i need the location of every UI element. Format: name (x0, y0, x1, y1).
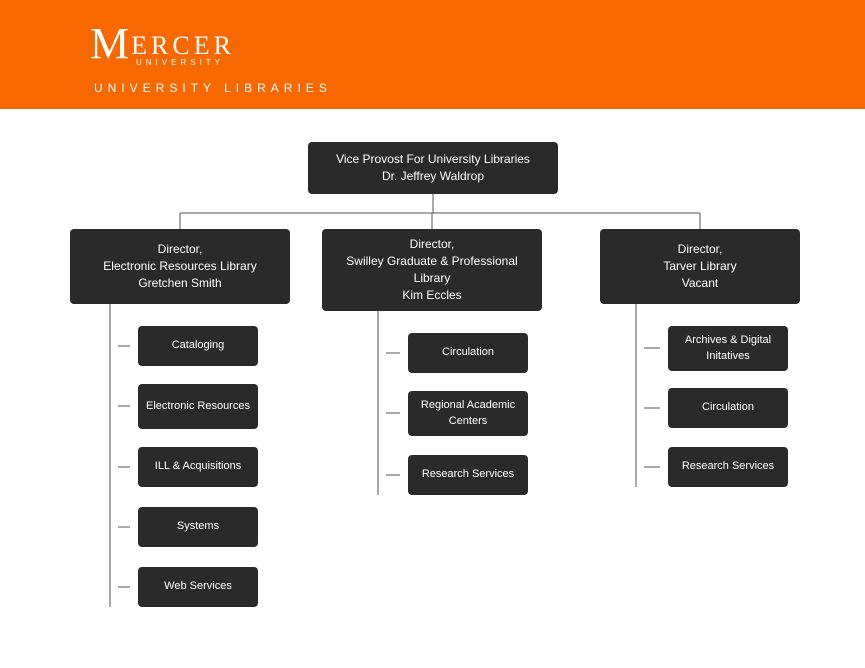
node-d2c3: Research Services (408, 455, 528, 495)
node-d1c4-line: Systems (177, 519, 219, 534)
node-dir1-line: Gretchen Smith (138, 275, 221, 292)
node-dir3-line: Director, (678, 241, 723, 258)
node-dir2-line: Swilley Graduate & Professional Library (328, 253, 536, 287)
node-d2c2: Regional Academic Centers (408, 391, 528, 436)
node-root: Vice Provost For University LibrariesDr.… (308, 142, 558, 194)
node-dir3-line: Vacant (682, 275, 718, 292)
node-d1c5-line: Web Services (164, 579, 232, 594)
node-d3c1-line: Archives & Digital Initatives (674, 333, 782, 364)
node-dir2-line: Kim Eccles (402, 287, 461, 304)
node-d1c5: Web Services (138, 567, 258, 607)
node-d2c1-line: Circulation (442, 345, 494, 360)
node-d1c2-line: Electronic Resources (146, 399, 250, 414)
node-d3c1: Archives & Digital Initatives (668, 326, 788, 371)
node-d1c1-line: Cataloging (172, 338, 225, 353)
node-dir2: Director,Swilley Graduate & Professional… (322, 229, 542, 311)
node-d2c3-line: Research Services (422, 467, 514, 482)
node-d1c1: Cataloging (138, 326, 258, 366)
node-d3c2: Circulation (668, 388, 788, 428)
node-dir1: Director,Electronic Resources LibraryGre… (70, 229, 290, 304)
node-dir1-line: Director, (158, 241, 203, 258)
node-d1c3-line: ILL & Acquisitions (155, 459, 241, 474)
node-d1c2: Electronic Resources (138, 384, 258, 429)
node-root-line: Dr. Jeffrey Waldrop (382, 168, 484, 185)
node-d3c3-line: Research Services (682, 459, 774, 474)
node-dir3: Director,Tarver LibraryVacant (600, 229, 800, 304)
node-d1c3: ILL & Acquisitions (138, 447, 258, 487)
org-chart: Vice Provost For University LibrariesDr.… (0, 0, 865, 668)
node-d3c2-line: Circulation (702, 400, 754, 415)
node-d2c2-line: Regional Academic Centers (414, 398, 522, 429)
node-dir1-line: Electronic Resources Library (103, 258, 256, 275)
node-dir3-line: Tarver Library (663, 258, 736, 275)
node-d1c4: Systems (138, 507, 258, 547)
node-root-line: Vice Provost For University Libraries (336, 151, 530, 168)
node-dir2-line: Director, (410, 236, 455, 253)
node-d2c1: Circulation (408, 333, 528, 373)
node-d3c3: Research Services (668, 447, 788, 487)
